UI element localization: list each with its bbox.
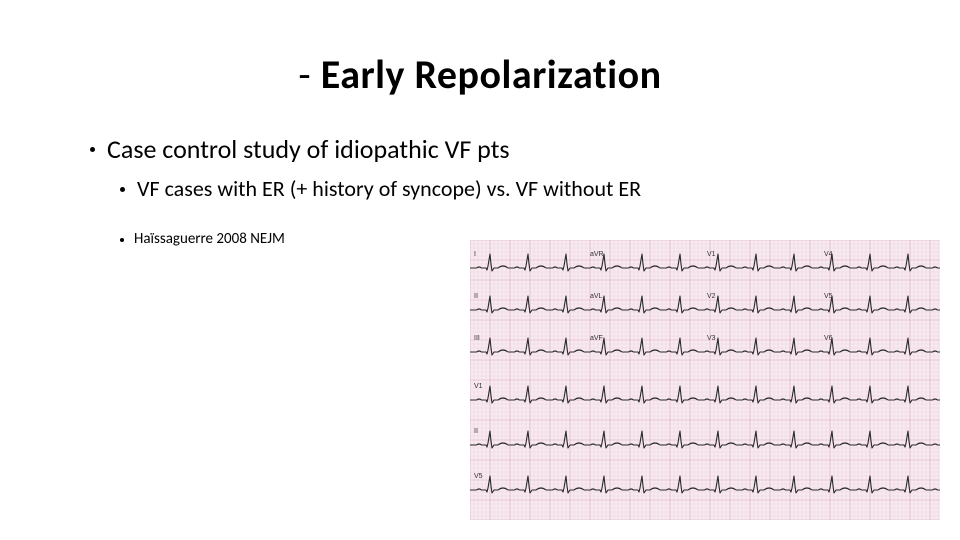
bullet-level-1: Case control study of idiopathic VF pts	[90, 133, 900, 165]
svg-text:aVR: aVR	[590, 251, 604, 258]
svg-text:V5: V5	[474, 473, 483, 480]
svg-text:I: I	[474, 251, 476, 258]
svg-text:aVF: aVF	[590, 335, 603, 342]
svg-text:V3: V3	[707, 335, 716, 342]
ecg-strip: IaVRV1V4IIaVLV2V5IIIaVFV3V6V1IIV5	[470, 240, 940, 520]
svg-text:V1: V1	[707, 251, 716, 258]
bullet-dot-icon	[90, 147, 95, 152]
title-dash: -	[298, 50, 311, 99]
slide-title: - Early Repolarization	[60, 50, 900, 99]
svg-text:II: II	[474, 428, 478, 435]
svg-text:V2: V2	[707, 293, 716, 300]
bullet-1-text: Case control study of idiopathic VF pts	[107, 133, 510, 165]
svg-text:V1: V1	[474, 383, 483, 390]
title-text: Early Repolarization	[321, 50, 662, 99]
svg-text:III: III	[474, 335, 480, 342]
bullet-dot-icon	[120, 238, 124, 242]
bullet-list: Case control study of idiopathic VF pts …	[90, 133, 900, 248]
ecg-figure: IaVRV1V4IIaVLV2V5IIIaVFV3V6V1IIV5	[470, 240, 940, 520]
bullet-2-text: VF cases with ER (+ history of syncope) …	[137, 175, 641, 202]
bullet-3-text: Haïssaguerre 2008 NEJM	[134, 230, 285, 248]
bullet-level-2: VF cases with ER (+ history of syncope) …	[120, 175, 900, 202]
svg-text:II: II	[474, 293, 478, 300]
bullet-dot-icon	[120, 187, 125, 192]
slide: - Early Repolarization Case control stud…	[0, 0, 960, 540]
svg-text:aVL: aVL	[590, 293, 603, 300]
